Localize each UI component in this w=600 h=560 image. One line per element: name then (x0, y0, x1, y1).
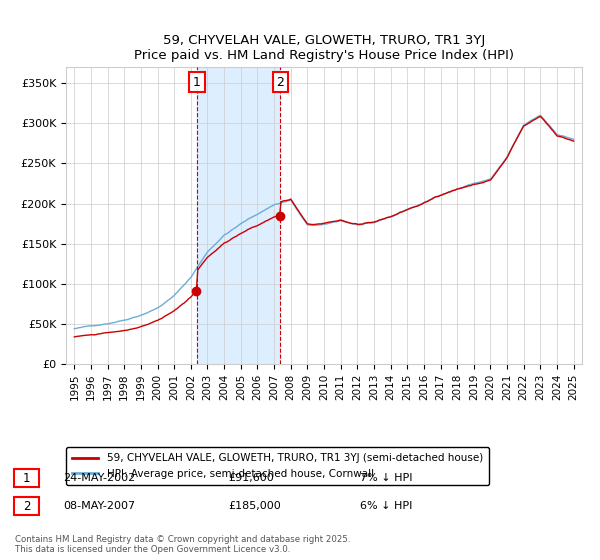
Text: £185,000: £185,000 (228, 501, 281, 511)
Text: 1: 1 (193, 76, 201, 88)
Text: Contains HM Land Registry data © Crown copyright and database right 2025.
This d: Contains HM Land Registry data © Crown c… (15, 535, 350, 554)
Text: £91,600: £91,600 (228, 473, 274, 483)
Text: 2: 2 (277, 76, 284, 88)
FancyBboxPatch shape (14, 469, 39, 487)
Title: 59, CHYVELAH VALE, GLOWETH, TRURO, TR1 3YJ
Price paid vs. HM Land Registry's Hou: 59, CHYVELAH VALE, GLOWETH, TRURO, TR1 3… (134, 34, 514, 62)
Text: 24-MAY-2002: 24-MAY-2002 (63, 473, 135, 483)
FancyBboxPatch shape (14, 497, 39, 515)
Text: 2: 2 (23, 500, 30, 513)
Text: 7% ↓ HPI: 7% ↓ HPI (360, 473, 413, 483)
Text: 1: 1 (23, 472, 30, 485)
Text: 08-MAY-2007: 08-MAY-2007 (63, 501, 135, 511)
Text: 6% ↓ HPI: 6% ↓ HPI (360, 501, 412, 511)
Bar (197, 67, 280, 364)
Legend: 59, CHYVELAH VALE, GLOWETH, TRURO, TR1 3YJ (semi-detached house), HPI: Average p: 59, CHYVELAH VALE, GLOWETH, TRURO, TR1 3… (66, 447, 489, 485)
